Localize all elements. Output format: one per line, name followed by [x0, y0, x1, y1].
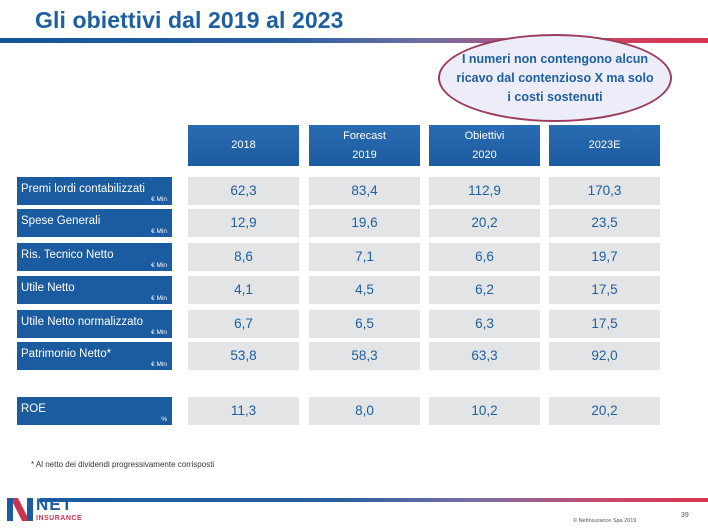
row-label-premi-lordi: Premi lordi contabilizzati € Min	[17, 177, 172, 205]
row-label-spese-generali: Spese Generali € Min	[17, 209, 172, 237]
table-cell: 53,8	[188, 342, 299, 370]
table-cell: 20,2	[429, 209, 540, 237]
table-cell: 62,3	[188, 177, 299, 205]
row-label-text: Utile Netto	[21, 282, 75, 294]
column-header-line2: 2018	[231, 139, 256, 151]
table-cell: 19,7	[549, 243, 660, 271]
table-cell: 12,9	[188, 209, 299, 237]
column-header-line1: Obiettivi	[464, 129, 505, 142]
company-logo: NET INSURANCE	[6, 495, 106, 526]
table-cell: 23,5	[549, 209, 660, 237]
footnote: * Al netto dei dividendi progressivament…	[31, 460, 215, 469]
table-cell: 11,3	[188, 397, 299, 425]
row-unit: € Min	[151, 329, 167, 336]
column-header-2019: Forecast 2019	[309, 125, 420, 166]
row-label-text: ROE	[21, 403, 46, 415]
callout-ellipse: I numeri non contengono alcun ricavo dal…	[438, 34, 672, 122]
table-cell: 17,5	[549, 276, 660, 304]
row-unit: € Min	[151, 361, 167, 368]
table-cell: 58,3	[309, 342, 420, 370]
top-divider	[0, 38, 708, 43]
row-label-roe: ROE %	[17, 397, 172, 425]
table-cell: 4,5	[309, 276, 420, 304]
column-header-2018: 2018	[188, 125, 299, 166]
table-cell: 92,0	[549, 342, 660, 370]
table-cell: 6,7	[188, 310, 299, 338]
column-header-line2: 2019	[352, 148, 377, 161]
row-label-text: Ris. Tecnico Netto	[21, 249, 114, 261]
row-unit: %	[161, 416, 167, 423]
column-header-line2: 2020	[472, 148, 497, 161]
table-cell: 7,1	[309, 243, 420, 271]
logo-n-mark-icon	[7, 498, 33, 521]
column-header-2023e: 2023E	[549, 125, 660, 166]
table-cell: 4,1	[188, 276, 299, 304]
table-cell: 83,4	[309, 177, 420, 205]
copyright: © NetInsurance Spa 2019	[573, 518, 637, 524]
table-cell: 6,6	[429, 243, 540, 271]
table-cell: 10,2	[429, 397, 540, 425]
row-label-text: Utile Netto normalizzato	[21, 316, 144, 328]
column-header-line2: 2023E	[588, 139, 621, 151]
logo-wordmark: NET	[36, 495, 73, 514]
row-label-text: Premi lordi contabilizzati	[21, 183, 145, 195]
table-cell: 17,5	[549, 310, 660, 338]
row-label-text: Spese Generali	[21, 215, 101, 227]
table-cell: 6,2	[429, 276, 540, 304]
table-cell: 20,2	[549, 397, 660, 425]
row-unit: € Min	[151, 196, 167, 203]
table-cell: 63,3	[429, 342, 540, 370]
column-header-2020: Obiettivi 2020	[429, 125, 540, 166]
table-cell: 8,0	[309, 397, 420, 425]
callout-text: I numeri non contengono alcun ricavo dal…	[456, 51, 654, 104]
row-label-patrimonio-netto: Patrimonio Netto* € Min	[17, 342, 172, 370]
page-number: 39	[681, 512, 689, 519]
table-cell: 8,6	[188, 243, 299, 271]
logo-subtitle: INSURANCE	[36, 515, 83, 522]
row-label-utile-netto: Utile Netto € Min	[17, 276, 172, 304]
table-cell: 112,9	[429, 177, 540, 205]
bottom-divider	[40, 498, 708, 502]
table-cell: 170,3	[549, 177, 660, 205]
row-unit: € Min	[151, 228, 167, 235]
column-header-line1: Forecast	[343, 129, 386, 142]
table-cell: 19,6	[309, 209, 420, 237]
page-title: Gli obiettivi dal 2019 al 2023	[35, 7, 344, 33]
row-label-utile-normalizzato: Utile Netto normalizzato € Min	[17, 310, 172, 338]
table-cell: 6,5	[309, 310, 420, 338]
row-label-text: Patrimonio Netto*	[21, 348, 112, 360]
row-unit: € Min	[151, 295, 167, 302]
row-unit: € Min	[151, 262, 167, 269]
table-cell: 6,3	[429, 310, 540, 338]
row-label-ris-tecnico: Ris. Tecnico Netto € Min	[17, 243, 172, 271]
